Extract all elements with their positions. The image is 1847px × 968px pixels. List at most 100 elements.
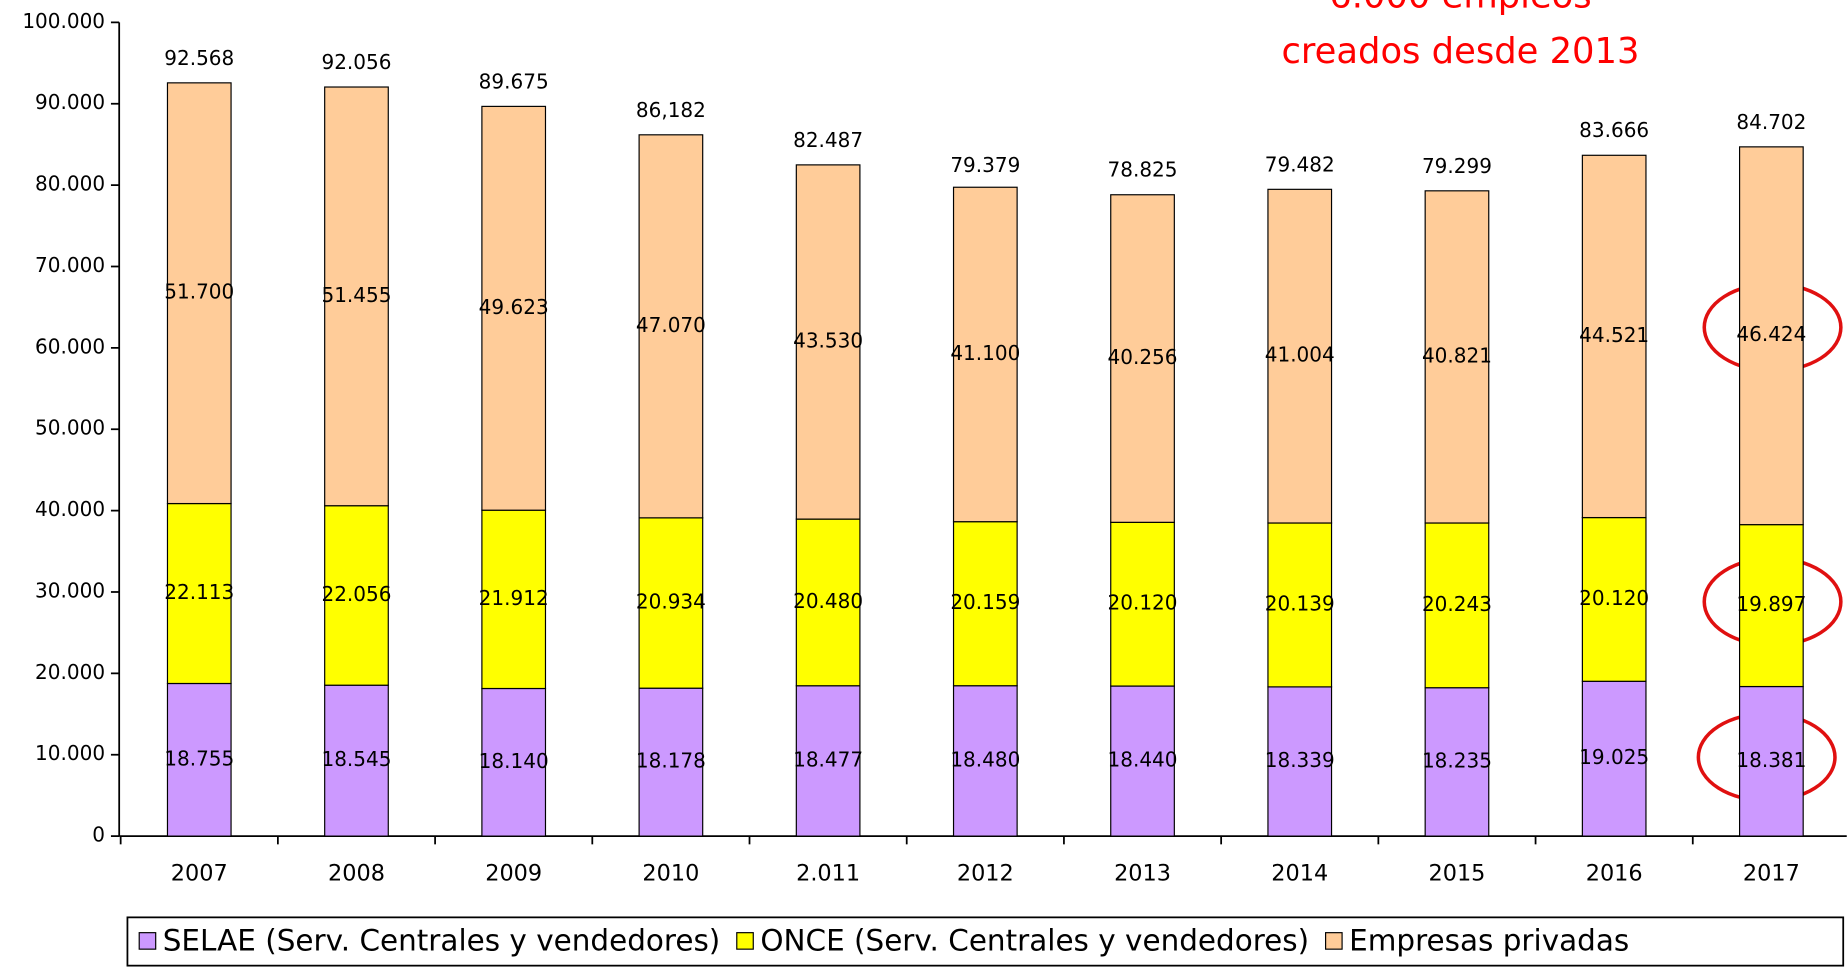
- bar-segment: [481, 687, 547, 837]
- annotation: 6.000 empleos: [1329, 0, 1591, 17]
- total-label: 79.482: [1265, 152, 1335, 176]
- value-label: 18.480: [950, 747, 1020, 771]
- bar-segment: [1110, 194, 1175, 523]
- x-tick-label: 2012: [957, 860, 1014, 886]
- total-label: 92.568: [164, 46, 234, 70]
- y-tick-label: 50.000: [35, 416, 105, 440]
- bar-segment: [638, 687, 704, 837]
- x-tick-label: 2008: [328, 860, 385, 886]
- value-label: 51.455: [321, 283, 391, 307]
- value-label: 47.070: [636, 313, 706, 337]
- value-label: 18.477: [793, 747, 863, 771]
- total-label: 78.825: [1108, 158, 1178, 182]
- value-label: 20.120: [1108, 591, 1178, 615]
- value-label: 44.521: [1579, 323, 1649, 347]
- value-label: 40.821: [1422, 343, 1492, 367]
- bar-segment: [1110, 685, 1175, 837]
- bar-segment: [638, 134, 704, 519]
- bar-segment: [1738, 146, 1804, 526]
- bar-segment: [166, 502, 232, 685]
- total-label: 83.666: [1579, 118, 1649, 142]
- total-label: 84.702: [1736, 110, 1806, 134]
- legend-swatch: [1325, 932, 1343, 950]
- total-label: 92.056: [321, 50, 391, 74]
- value-label: 18.755: [164, 746, 234, 770]
- value-label: 21.912: [479, 586, 549, 610]
- x-tick-label: 2010: [642, 860, 699, 886]
- value-label: 41.100: [950, 341, 1020, 365]
- total-label: 89.675: [479, 69, 549, 93]
- bar-segment: [481, 509, 547, 690]
- value-label: 20.139: [1265, 591, 1335, 615]
- x-tick-label: 2014: [1271, 860, 1328, 886]
- total-label: 79.379: [950, 153, 1020, 177]
- y-tick-label: 80.000: [35, 172, 105, 196]
- x-tick-label: 2.011: [796, 860, 860, 886]
- x-tick-label: 2009: [485, 860, 542, 886]
- value-label: 43.530: [793, 328, 863, 352]
- value-label: 49.623: [479, 295, 549, 319]
- bar-segment: [1738, 685, 1804, 837]
- bar-segment: [324, 684, 389, 837]
- legend-box: [126, 916, 1845, 967]
- value-label: 18.381: [1736, 748, 1806, 772]
- legend-swatch: [138, 932, 157, 950]
- y-tick-label: 70.000: [35, 253, 105, 277]
- value-label: 51.700: [164, 280, 234, 304]
- bar-segment: [795, 164, 861, 520]
- y-tick-label: 100.000: [22, 9, 105, 33]
- value-label: 22.056: [321, 582, 391, 606]
- value-label: 18.440: [1108, 748, 1178, 772]
- legend-label: ONCE (Serv. Centrales y vendedores): [760, 924, 1309, 958]
- bar-segment: [1424, 522, 1490, 689]
- bar-segment: [324, 86, 389, 507]
- total-label: 86,182: [636, 98, 706, 122]
- bar-segment: [1267, 686, 1333, 837]
- bar-segment: [481, 105, 547, 511]
- y-tick-label: 10.000: [35, 741, 105, 765]
- legend-label: SELAE (Serv. Centrales y vendedores): [163, 924, 721, 958]
- bar-segment: [166, 682, 232, 837]
- bar-segment: [1424, 687, 1490, 837]
- bar-segment: [324, 505, 389, 686]
- value-label: 20.159: [950, 590, 1020, 614]
- x-tick-label: 2013: [1114, 860, 1171, 886]
- legend-swatch: [736, 932, 754, 950]
- y-tick-label: 60.000: [35, 334, 105, 358]
- value-label: 20.934: [636, 590, 706, 614]
- bar-segment: [1581, 154, 1647, 519]
- y-tick-label: 40.000: [35, 497, 105, 521]
- x-tick-label: 2015: [1429, 860, 1486, 886]
- y-tick-label: 30.000: [35, 578, 105, 602]
- bar-segment: [795, 518, 861, 687]
- value-label: 20.243: [1422, 592, 1492, 616]
- y-tick-label: 0: [92, 823, 105, 847]
- bar-segment: [952, 186, 1018, 523]
- x-tick-label: 2017: [1743, 860, 1800, 886]
- total-label: 82.487: [793, 128, 863, 152]
- value-label: 19.897: [1736, 592, 1806, 616]
- value-label: 46.424: [1736, 322, 1806, 346]
- x-tick-label: 2007: [171, 860, 228, 886]
- bar-segment: [1581, 680, 1647, 837]
- value-label: 18.339: [1265, 748, 1335, 772]
- bar-segment: [795, 685, 861, 837]
- value-label: 18.178: [636, 749, 706, 773]
- legend-label: Empresas privadas: [1349, 924, 1629, 958]
- total-label: 79.299: [1422, 154, 1492, 178]
- value-label: 18.235: [1422, 748, 1492, 772]
- annotation: creados desde 2013: [1282, 31, 1640, 72]
- bar-segment: [1424, 190, 1490, 524]
- value-label: 40.256: [1108, 345, 1178, 369]
- value-label: 19.025: [1579, 745, 1649, 769]
- value-label: 22.113: [164, 580, 234, 604]
- y-tick-label: 20.000: [35, 660, 105, 684]
- value-label: 41.004: [1265, 343, 1335, 367]
- bar-segment: [1738, 524, 1804, 688]
- value-label: 18.545: [321, 747, 391, 771]
- bar-segment: [638, 517, 704, 689]
- bar-segment: [952, 521, 1018, 687]
- value-label: 20.480: [793, 589, 863, 613]
- bar-segment: [1267, 188, 1333, 524]
